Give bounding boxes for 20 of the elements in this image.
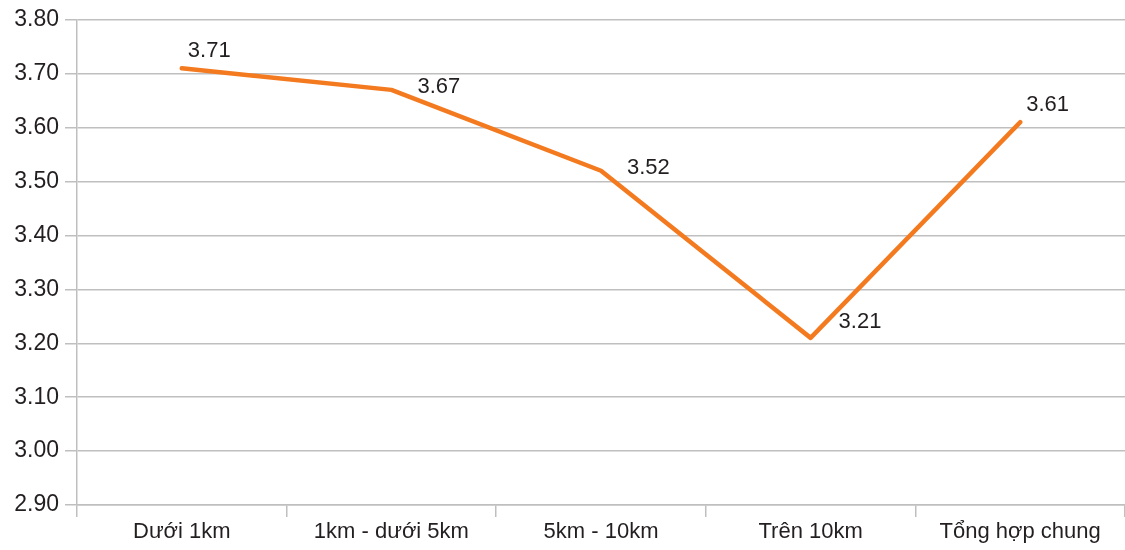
y-tick-label: 3.00 bbox=[14, 436, 59, 463]
x-tick-label: 1km - dưới 5km bbox=[313, 518, 469, 544]
data-label: 3.61 bbox=[1026, 91, 1070, 117]
x-tick-label: Dưới 1km bbox=[133, 518, 231, 544]
y-tick-label: 3.80 bbox=[14, 5, 59, 32]
data-label: 3.52 bbox=[627, 153, 670, 179]
y-tick-label: 3.40 bbox=[14, 220, 59, 247]
data-label: 3.67 bbox=[417, 72, 461, 98]
x-tick-label: Trên 10km bbox=[758, 518, 863, 544]
y-tick-label: 3.60 bbox=[14, 112, 59, 139]
x-tick-label: 5km - 10km bbox=[543, 518, 659, 544]
y-tick-label: 3.30 bbox=[14, 274, 59, 301]
y-tick-label: 3.50 bbox=[14, 166, 59, 193]
x-tick-label: Tổng hợp chung bbox=[939, 518, 1101, 544]
y-tick-label: 2.90 bbox=[14, 490, 59, 517]
y-tick-label: 3.10 bbox=[14, 382, 59, 409]
y-tick-label: 3.70 bbox=[14, 59, 59, 86]
data-label: 3.21 bbox=[838, 307, 882, 333]
data-label: 3.71 bbox=[187, 37, 231, 63]
y-tick-label: 3.20 bbox=[14, 328, 59, 355]
